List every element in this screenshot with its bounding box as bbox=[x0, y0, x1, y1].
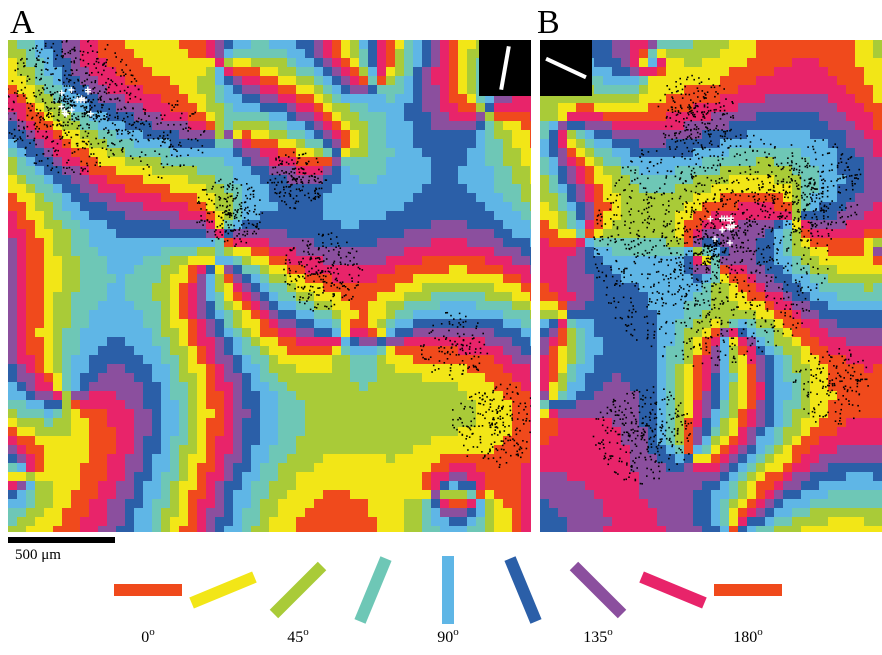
legend-bar-135 bbox=[569, 561, 627, 619]
legend-tick-label: 180o bbox=[733, 626, 763, 646]
legend-bar-90 bbox=[442, 556, 454, 624]
legend-bar-45 bbox=[269, 561, 327, 619]
legend-bar-157.5 bbox=[639, 571, 707, 609]
legend-bar-67.5 bbox=[354, 556, 392, 624]
orientation-map-b-image bbox=[540, 40, 882, 532]
stimulus-inset-b bbox=[540, 40, 592, 96]
stimulus-inset-a bbox=[479, 40, 531, 96]
legend-tick-label: 45o bbox=[287, 626, 309, 646]
orientation-map-a bbox=[8, 40, 531, 532]
orientation-map-b bbox=[540, 40, 882, 532]
stimulus-orientation-bar-a bbox=[499, 45, 511, 91]
legend-tick-label: 135o bbox=[583, 626, 613, 646]
scale-bar-label: 500 μm bbox=[15, 547, 61, 563]
stimulus-orientation-bar-b bbox=[545, 56, 587, 80]
legend-bar-180 bbox=[714, 584, 782, 596]
legend-tick-label: 90o bbox=[437, 626, 459, 646]
orientation-color-legend: 0o 45o 90o 135o 180o bbox=[114, 556, 782, 646]
injection-site-markers bbox=[707, 215, 737, 246]
legend-bar-22.5 bbox=[189, 571, 257, 609]
orientation-map-a-image bbox=[8, 40, 531, 532]
injection-site-markers bbox=[58, 86, 94, 118]
scale-bar bbox=[8, 537, 115, 543]
legend-tick-label: 0o bbox=[141, 626, 155, 646]
bouton-dots bbox=[592, 74, 869, 485]
panel-label-b: B bbox=[537, 4, 560, 41]
legend-bar-112.5 bbox=[504, 556, 542, 624]
panel-label-a: A bbox=[10, 4, 35, 41]
legend-bar-0 bbox=[114, 584, 182, 596]
bouton-dots bbox=[8, 40, 531, 468]
